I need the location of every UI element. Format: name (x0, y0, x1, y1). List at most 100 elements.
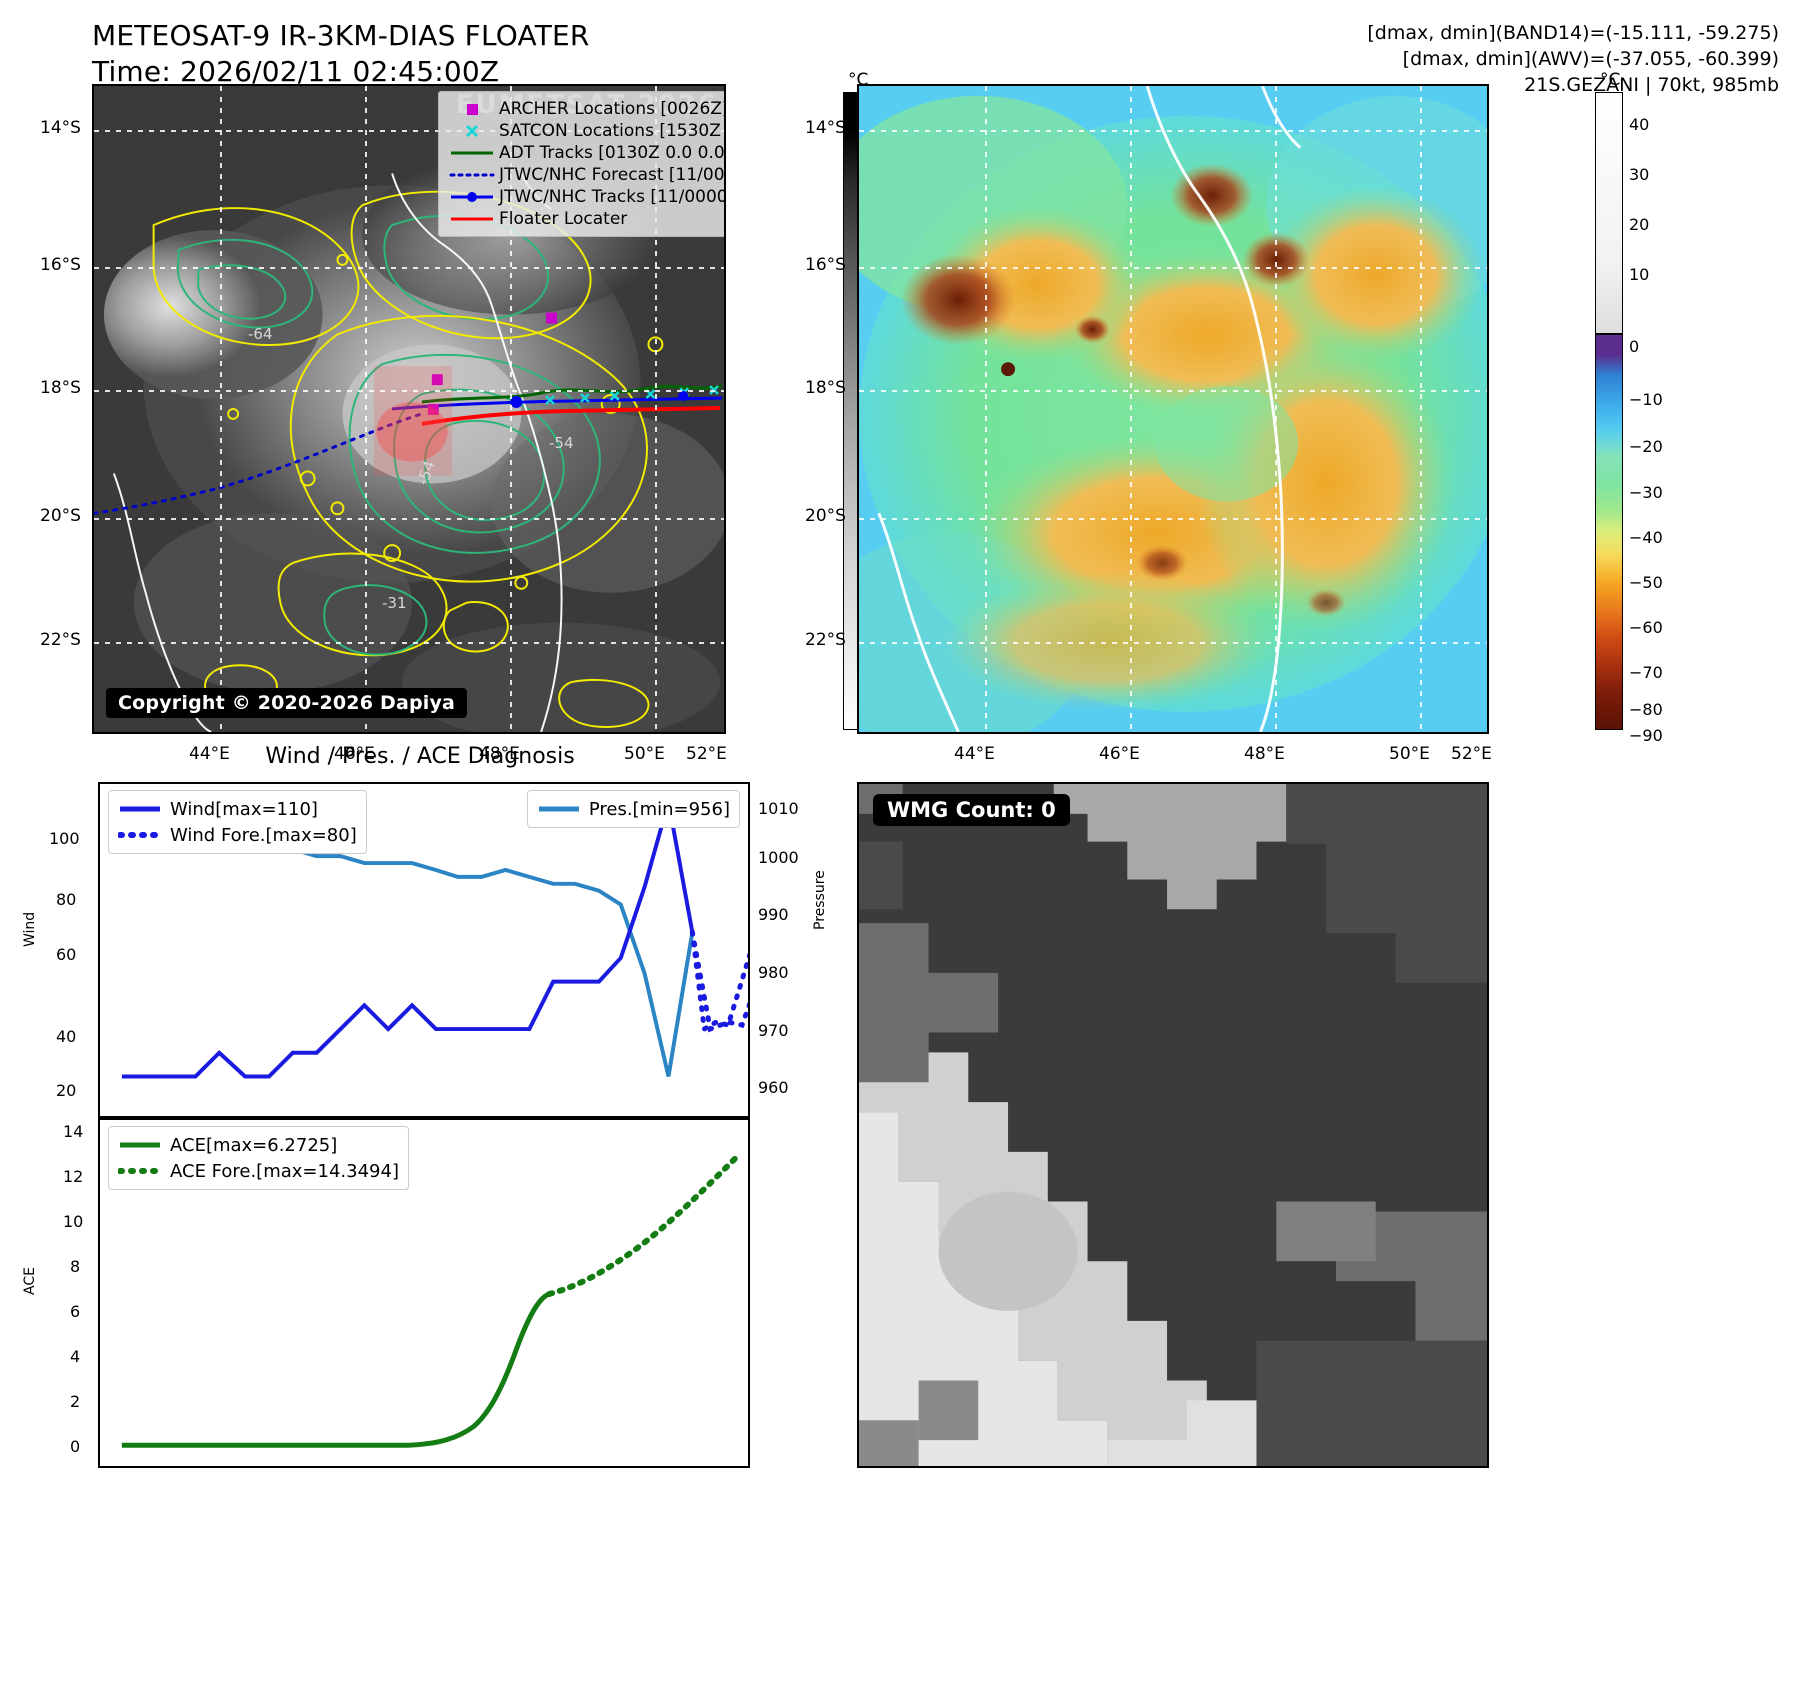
awv-gridline-44e (985, 86, 987, 732)
awv-ytick-20s: 20°S (805, 506, 846, 526)
contour-label-1: -64 (248, 325, 273, 343)
green-line-icon (445, 148, 499, 158)
header-stat-awv: [dmax, dmin](AWV)=(-37.055, -60.399) (1402, 48, 1779, 71)
ir-ytick-16s: 16°S (40, 255, 81, 275)
wind-legend-item-wind-forecast[interactable]: Wind Fore.[max=80] (118, 822, 357, 848)
pressure-legend-item[interactable]: Pres.[min=956] (537, 796, 730, 822)
wind-pressure-chart[interactable]: Wind[max=110] Wind Fore.[max=80] Pres.[m… (98, 782, 750, 1118)
wind-legend[interactable]: Wind[max=110] Wind Fore.[max=80] (108, 790, 367, 854)
ace-chart[interactable]: ACE[max=6.2725] ACE Fore.[max=14.3494] (98, 1118, 750, 1468)
legend-label-jtwc-forecast: JTWC/NHC Forecast [11/0000Z] (499, 165, 725, 185)
wmg-count-badge: WMG Count: 0 (873, 794, 1070, 826)
awv-cbar-tick-30: 30 (1629, 165, 1650, 184)
pres-ytick-990: 990 (758, 905, 789, 924)
awv-ytick-16s: 16°S (805, 255, 846, 275)
awv-gridline-48e (1275, 86, 1277, 732)
ir-gridline-22s (94, 642, 724, 644)
ir-xtick-48e: 48°E (479, 744, 520, 764)
legend-item-jtwc-forecast[interactable]: JTWC/NHC Forecast [11/0000Z] (445, 164, 725, 186)
ir-map-legend[interactable]: ARCHER Locations [0026Z] SATCON Location… (438, 91, 726, 237)
awv-image[interactable] (857, 84, 1489, 734)
awv-ytick-18s: 18°S (805, 378, 846, 398)
diagnosis-title: Wind / Pres. / ACE Diagnosis (265, 744, 575, 769)
pressure-axis-label: Pressure (812, 870, 828, 930)
awv-satellite-imagery (859, 86, 1487, 732)
pres-ytick-980: 980 (758, 963, 789, 982)
lightblue-solid-line-icon (537, 804, 589, 814)
awv-cbar-tick-m50: −50 (1629, 573, 1663, 592)
title-line-time: Time: 2026/02/11 02:45:00Z (92, 54, 500, 88)
ace-legend-label-ace: ACE[max=6.2725] (170, 1134, 338, 1156)
ace-legend-item-ace[interactable]: ACE[max=6.2725] (118, 1132, 399, 1158)
pres-ytick-970: 970 (758, 1021, 789, 1040)
awv-gridline-22s (859, 642, 1487, 644)
awv-xtick-48e: 48°E (1244, 744, 1285, 764)
awv-cbar-tick-m90: −90 (1629, 726, 1663, 745)
header-stat-storm: 21S.GEZANI | 70kt, 985mb (1524, 74, 1779, 97)
legend-item-adt-tracks[interactable]: ADT Tracks [0130Z 0.0 0.0] (445, 142, 726, 164)
ir-floater-image[interactable]: EUMETSAT 2026 Copyright © 2020-2026 Dapi… (92, 84, 726, 734)
legend-item-satcon[interactable]: SATCON Locations [1530Z 106 955] (445, 120, 724, 142)
ir-gridline-50e (655, 86, 657, 732)
legend-item-jtwc-tracks[interactable]: JTWC/NHC Tracks [11/0000Z] (445, 186, 724, 208)
red-line-icon (445, 214, 499, 224)
awv-xtick-50e: 50°E (1389, 744, 1430, 764)
ir-gridline-46e (365, 86, 367, 732)
awv-colorbar-unit: °C (1600, 70, 1621, 90)
awv-cbar-tick-40: 40 (1629, 115, 1650, 134)
magenta-square-icon (445, 101, 499, 117)
pres-ytick-960: 960 (758, 1078, 789, 1097)
chart-left-spine (98, 782, 100, 1468)
contour-label-4: -31 (382, 594, 407, 612)
ir-xtick-50e: 50°E (624, 744, 665, 764)
wind-legend-item-wind[interactable]: Wind[max=110] (118, 796, 357, 822)
legend-item-archer[interactable]: ARCHER Locations [0026Z] (445, 98, 724, 120)
blue-solid-line-icon (118, 804, 170, 814)
ace-forecast-series (546, 1154, 740, 1297)
legend-item-floater-locater[interactable]: Floater Locater (445, 208, 724, 230)
wmg-mask-imagery (859, 784, 1487, 1466)
blue-dotted-line-icon (118, 830, 170, 840)
ir-xtick-46e: 46°E (334, 744, 375, 764)
ace-legend[interactable]: ACE[max=6.2725] ACE Fore.[max=14.3494] (108, 1126, 409, 1190)
header-stats: [dmax, dmin](BAND14)=(-15.111, -59.275) … (1367, 20, 1779, 99)
wmg-image[interactable]: WMG Count: 0 (857, 782, 1489, 1468)
awv-cbar-tick-m40: −40 (1629, 528, 1663, 547)
awv-ytick-22s: 22°S (805, 630, 846, 650)
ir-ytick-18s: 18°S (40, 378, 81, 398)
awv-gridline-14s (859, 130, 1487, 132)
awv-gridline-50e (1420, 86, 1422, 732)
ace-legend-item-ace-forecast[interactable]: ACE Fore.[max=14.3494] (118, 1158, 399, 1184)
ace-legend-label-ace-forecast: ACE Fore.[max=14.3494] (170, 1160, 399, 1182)
ir-ytick-14s: 14°S (40, 118, 81, 138)
green-solid-line-icon (118, 1140, 170, 1150)
awv-ytick-14s: 14°S (805, 118, 846, 138)
wind-ytick-80: 80 (56, 890, 77, 909)
awv-xtick-52e: 52°E (1451, 744, 1492, 764)
ace-ytick-10: 10 (63, 1212, 84, 1231)
ace-ytick-12: 12 (63, 1167, 84, 1186)
cyan-cross-icon (445, 122, 499, 140)
ace-plot (121, 1154, 740, 1448)
awv-gridline-16s (859, 267, 1487, 269)
wind-forecast-series-visible (689, 929, 748, 1034)
awv-gridline-18s (859, 390, 1487, 392)
awv-gridline-20s (859, 518, 1487, 520)
awv-xtick-46e: 46°E (1099, 744, 1140, 764)
awv-gridline-46e (1130, 86, 1132, 732)
wind-ytick-60: 60 (56, 945, 77, 964)
green-dotted-line-icon (118, 1166, 170, 1176)
awv-cbar-tick-m80: −80 (1629, 700, 1663, 719)
pressure-series (121, 826, 695, 1077)
ace-ytick-4: 4 (70, 1347, 81, 1366)
awv-cbar-tick-10: 10 (1629, 265, 1650, 284)
pressure-legend[interactable]: Pres.[min=956] (526, 790, 740, 828)
wind-axis-label: Wind (22, 911, 38, 947)
ir-xtick-52e: 52°E (686, 744, 727, 764)
ir-ytick-22s: 22°S (40, 630, 81, 650)
legend-label-adt-tracks: ADT Tracks [0130Z 0.0 0.0] (499, 143, 726, 163)
awv-xtick-44e: 44°E (954, 744, 995, 764)
wind-ytick-40: 40 (56, 1027, 77, 1046)
ace-axis-label: ACE (22, 1267, 38, 1295)
